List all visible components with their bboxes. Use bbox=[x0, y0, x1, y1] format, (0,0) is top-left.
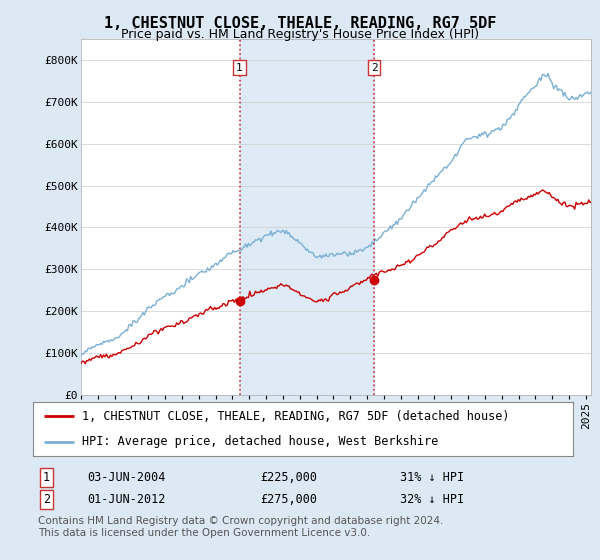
Text: 1, CHESTNUT CLOSE, THEALE, READING, RG7 5DF (detached house): 1, CHESTNUT CLOSE, THEALE, READING, RG7 … bbox=[82, 410, 509, 423]
Text: £275,000: £275,000 bbox=[260, 493, 317, 506]
Text: HPI: Average price, detached house, West Berkshire: HPI: Average price, detached house, West… bbox=[82, 435, 438, 448]
Bar bbox=[239, 39, 374, 395]
Text: 2: 2 bbox=[371, 63, 377, 73]
Text: 01-JUN-2012: 01-JUN-2012 bbox=[87, 493, 166, 506]
Text: 1: 1 bbox=[236, 63, 243, 73]
Text: 31% ↓ HPI: 31% ↓ HPI bbox=[400, 470, 464, 484]
Text: £225,000: £225,000 bbox=[260, 470, 317, 484]
Text: Contains HM Land Registry data © Crown copyright and database right 2024.
This d: Contains HM Land Registry data © Crown c… bbox=[38, 516, 444, 538]
Text: 1, CHESTNUT CLOSE, THEALE, READING, RG7 5DF: 1, CHESTNUT CLOSE, THEALE, READING, RG7 … bbox=[104, 16, 496, 31]
Text: Price paid vs. HM Land Registry's House Price Index (HPI): Price paid vs. HM Land Registry's House … bbox=[121, 28, 479, 41]
Text: 32% ↓ HPI: 32% ↓ HPI bbox=[400, 493, 464, 506]
Text: 2: 2 bbox=[43, 493, 50, 506]
Text: 03-JUN-2004: 03-JUN-2004 bbox=[87, 470, 166, 484]
Text: 1: 1 bbox=[43, 470, 50, 484]
